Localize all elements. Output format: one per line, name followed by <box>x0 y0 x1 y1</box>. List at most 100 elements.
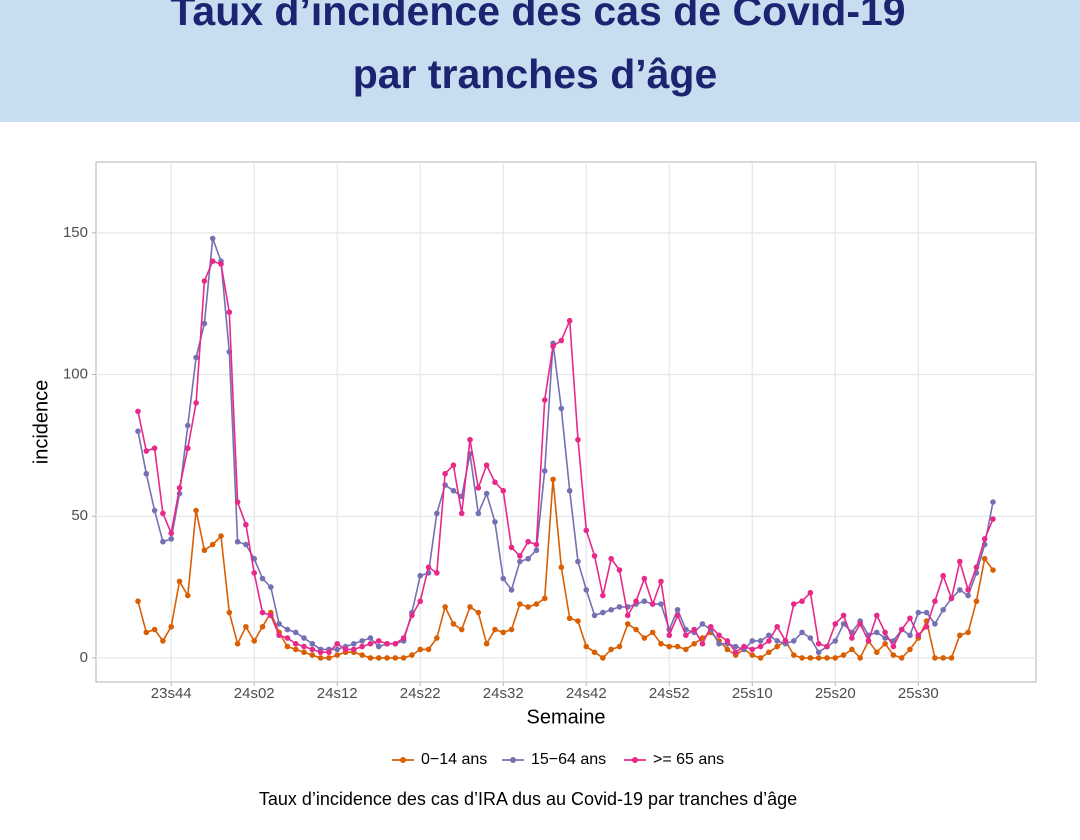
point <box>832 621 839 627</box>
point <box>674 643 681 650</box>
point <box>450 487 457 494</box>
point <box>616 604 623 610</box>
plot-panel <box>95 161 1037 683</box>
point <box>326 655 332 661</box>
point <box>201 547 208 554</box>
point <box>732 643 739 650</box>
point <box>832 638 839 644</box>
point <box>766 638 772 644</box>
point <box>832 655 839 661</box>
point <box>251 638 258 644</box>
point <box>384 640 390 647</box>
title-line: par tranches d’âge <box>353 51 718 97</box>
point <box>674 612 681 619</box>
point <box>425 646 432 653</box>
point <box>956 632 963 639</box>
x-tick-label: 24s12 <box>317 685 358 702</box>
point <box>226 309 233 315</box>
point <box>815 640 822 647</box>
point <box>807 655 814 661</box>
point <box>541 468 548 474</box>
point <box>649 601 656 607</box>
point <box>309 646 316 653</box>
point <box>666 632 673 639</box>
point <box>583 643 590 650</box>
point <box>741 643 747 650</box>
point <box>425 564 432 571</box>
legend-key-dot <box>632 757 638 763</box>
point <box>284 643 291 650</box>
point <box>873 629 880 636</box>
point <box>417 646 424 653</box>
point <box>990 516 996 522</box>
point <box>633 626 639 633</box>
point <box>268 612 274 619</box>
point <box>475 609 482 616</box>
point <box>243 623 249 630</box>
point <box>317 649 324 656</box>
point <box>467 604 473 610</box>
point <box>417 572 424 579</box>
point <box>151 507 158 514</box>
point <box>840 652 847 658</box>
point <box>500 629 507 636</box>
point <box>301 643 307 650</box>
point <box>600 592 606 599</box>
point <box>641 598 648 605</box>
point <box>566 615 573 622</box>
point <box>317 655 324 661</box>
point <box>168 623 175 630</box>
point <box>135 408 141 415</box>
point <box>209 541 216 548</box>
point <box>483 640 490 647</box>
point <box>550 343 556 349</box>
point <box>292 646 299 653</box>
y-tick-label: 150 <box>63 224 88 241</box>
point <box>400 635 407 641</box>
title-line: Taux d’incidence des cas de Covid-19 <box>170 0 905 34</box>
point <box>616 567 623 573</box>
point <box>774 623 780 630</box>
point <box>624 612 631 619</box>
point <box>799 655 805 661</box>
point <box>334 652 341 658</box>
x-tick-label: 24s52 <box>649 685 690 702</box>
point <box>351 646 357 653</box>
point <box>873 649 880 656</box>
point <box>849 635 855 641</box>
point <box>749 638 756 644</box>
point <box>392 655 399 661</box>
point <box>774 638 780 644</box>
point <box>201 320 208 327</box>
point <box>375 643 382 650</box>
point <box>517 558 523 565</box>
point <box>566 487 573 494</box>
point <box>790 601 797 607</box>
point <box>168 530 175 537</box>
point <box>450 621 457 627</box>
point <box>492 479 498 486</box>
point <box>475 485 482 491</box>
point <box>209 258 216 264</box>
x-tick-label: 23s44 <box>151 685 192 702</box>
point <box>243 521 249 528</box>
point <box>185 592 191 599</box>
point <box>334 640 341 647</box>
point <box>525 555 531 562</box>
point <box>790 638 797 644</box>
point <box>575 618 581 624</box>
point <box>882 640 888 647</box>
point <box>824 655 830 661</box>
point <box>201 278 208 284</box>
caption: Taux d’incidence des cas d’IRA dus au Co… <box>259 789 797 809</box>
point <box>940 606 946 613</box>
point <box>641 575 648 582</box>
point <box>757 638 764 644</box>
point <box>284 635 291 641</box>
point <box>799 598 805 605</box>
point <box>533 547 540 554</box>
point <box>932 621 938 627</box>
point <box>649 629 656 636</box>
point <box>658 578 664 585</box>
point <box>558 337 565 344</box>
